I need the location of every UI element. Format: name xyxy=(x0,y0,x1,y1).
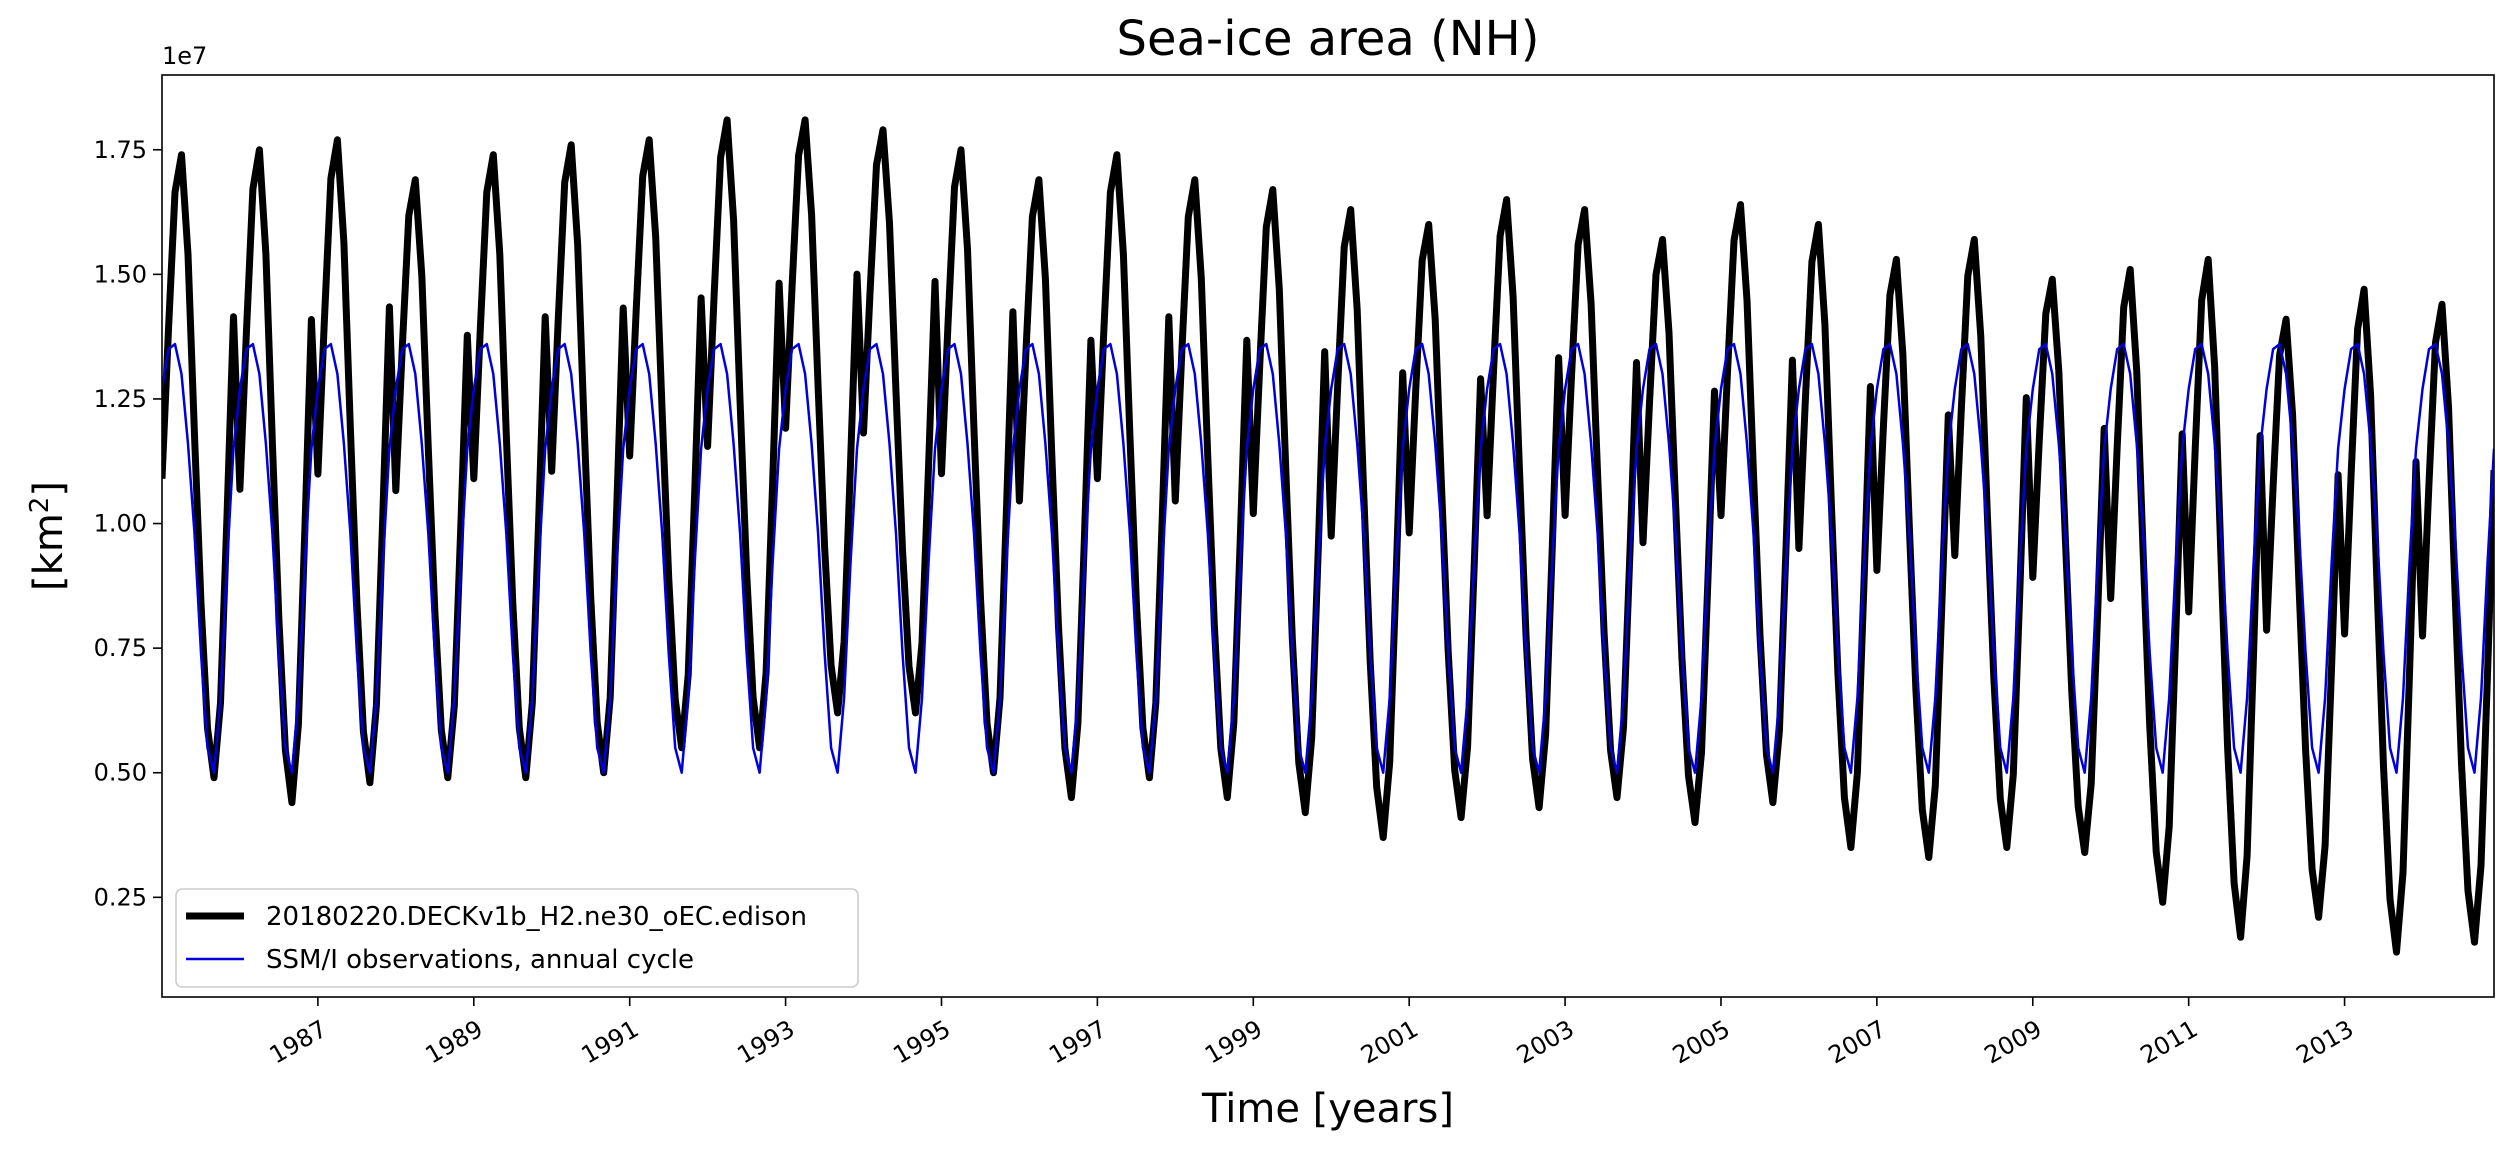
y-axis-label-base: [km xyxy=(26,513,72,591)
x-tick-label: 2001 xyxy=(1356,1015,1423,1070)
x-tick-label: 1995 xyxy=(888,1015,955,1070)
y-tick-label: 1.25 xyxy=(94,385,147,413)
y-axis-label: [km2] xyxy=(25,481,72,591)
x-tick-label: 1987 xyxy=(265,1015,332,1070)
x-tick-label: 1997 xyxy=(1044,1015,1111,1070)
y-tick-label: 0.25 xyxy=(94,883,147,911)
x-tick-labels: 1987 1989 1991 1993 1995 1997 1999 2001 2003 2005… xyxy=(265,1015,2359,1070)
y-tick-label: 0.50 xyxy=(94,759,147,787)
x-tick-label: 2009 xyxy=(1980,1015,2047,1070)
chart-title: Sea-ice area (NH) xyxy=(1117,11,1540,67)
x-tick-label: 2003 xyxy=(1512,1015,1579,1070)
x-tick-label: 1989 xyxy=(421,1015,488,1070)
y-offset-text: 1e7 xyxy=(162,42,207,70)
y-tick-label: 0.75 xyxy=(94,634,147,662)
x-tick-label: 2013 xyxy=(2291,1015,2358,1070)
x-tick-label: 1993 xyxy=(732,1015,799,1070)
y-tick-label: 1.00 xyxy=(94,510,147,538)
x-axis-label: Time [years] xyxy=(1201,1086,1454,1132)
x-tick-label: 2007 xyxy=(1824,1015,1891,1070)
y-axis-label-end: ] xyxy=(26,481,72,497)
x-tick-label: 1991 xyxy=(577,1015,644,1070)
y-tick-label: 1.50 xyxy=(94,260,147,288)
x-tick-label: 2011 xyxy=(2136,1015,2203,1070)
series-line-model xyxy=(162,116,2494,956)
legend-label-model: 20180220.DECKv1b_H2.ne30_oEC.edison xyxy=(266,902,807,932)
x-tick-label: 2005 xyxy=(1668,1015,1735,1070)
legend-label-observations: SSM/I observations, annual cycle xyxy=(266,945,694,975)
series-line-observations xyxy=(162,342,2494,774)
y-tick-label: 1.75 xyxy=(94,136,147,164)
axis-ticks xyxy=(153,148,2346,1006)
y-tick-labels: 0.25 0.50 0.75 1.00 1.25 1.50 1.75 xyxy=(94,136,147,912)
legend-box xyxy=(175,888,859,988)
legend: 20180220.DECKv1b_H2.ne30_oEC.edison SSM/… xyxy=(175,888,859,988)
y-axis-label-superscript: 2 xyxy=(25,497,55,514)
x-tick-label: 1999 xyxy=(1200,1015,1267,1070)
plot-frame xyxy=(161,74,2495,998)
